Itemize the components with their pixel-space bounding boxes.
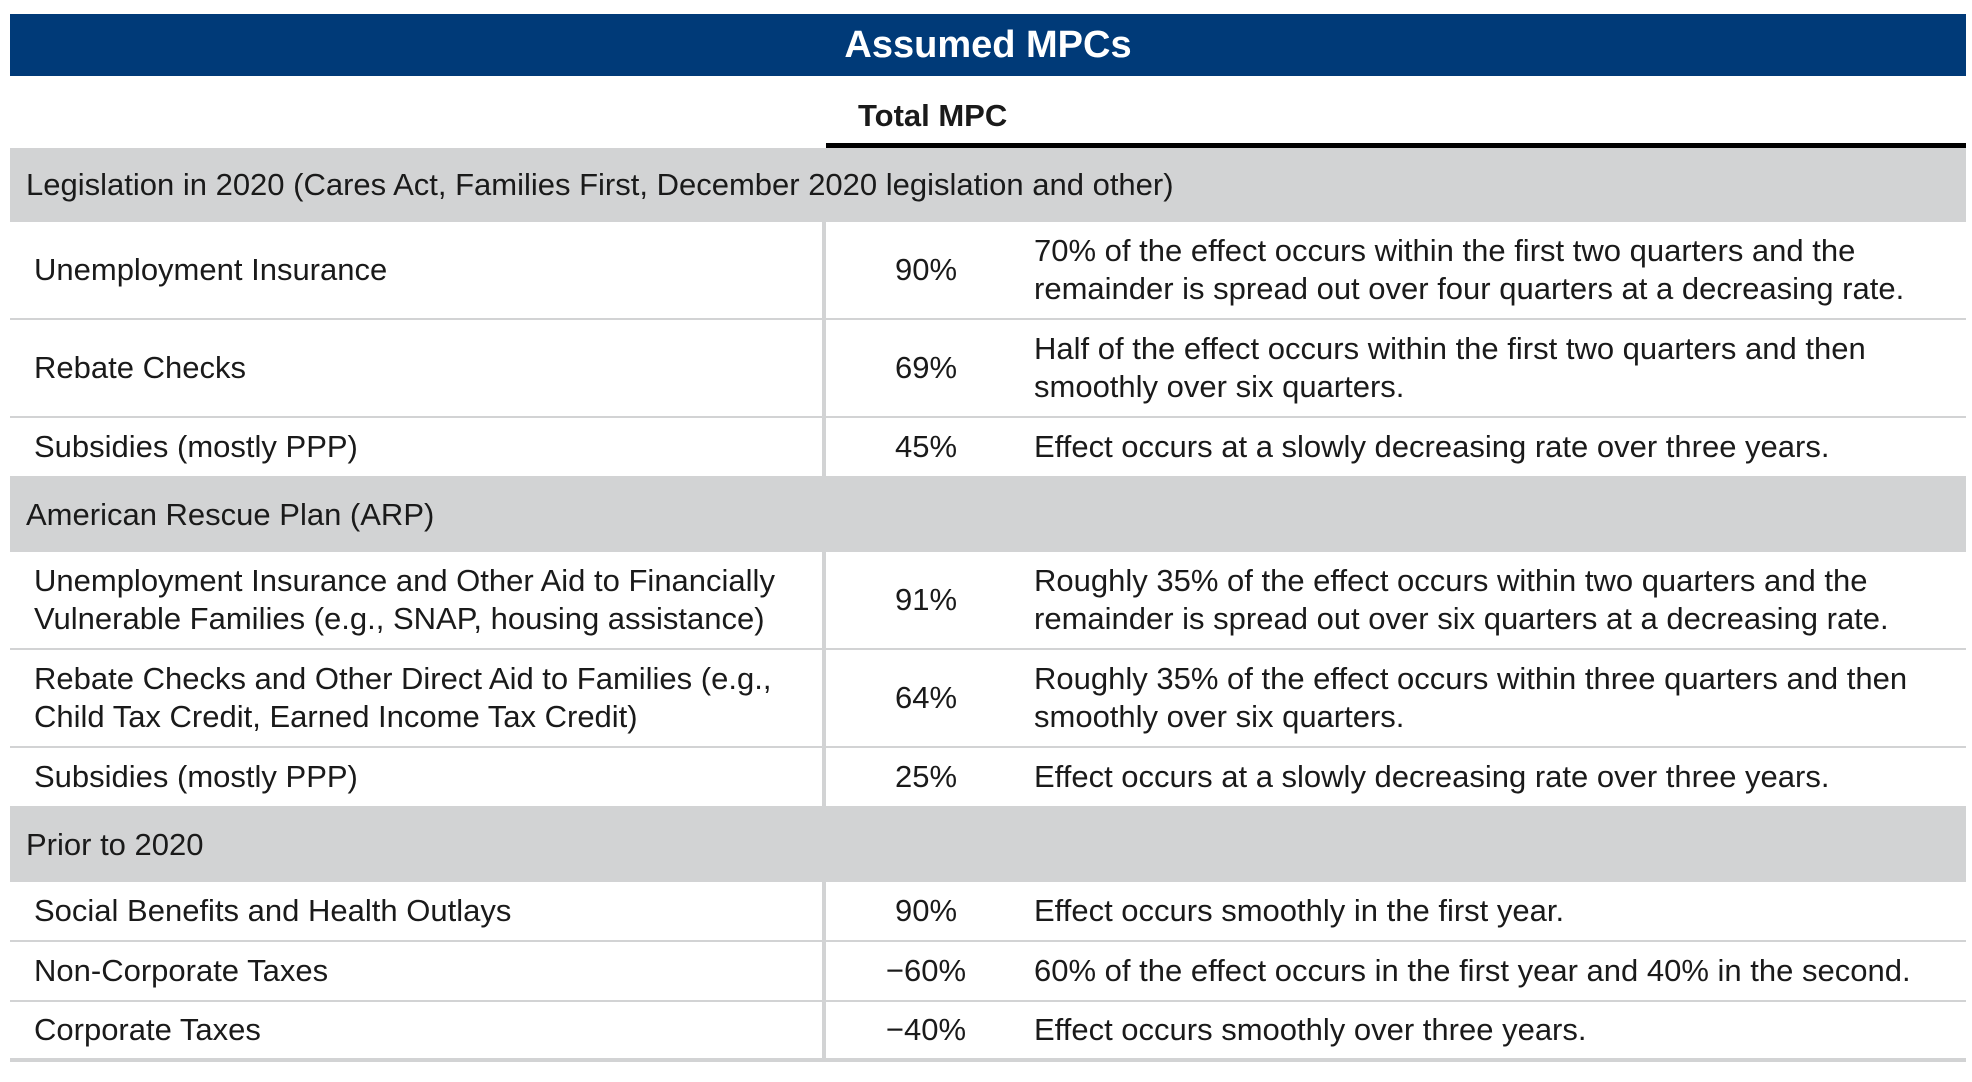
row-label: Rebate Checks	[10, 320, 826, 416]
section-heading-arp: American Rescue Plan (ARP)	[10, 478, 1966, 552]
row-mpc: 90%	[894, 893, 958, 928]
section-heading-2020: Legislation in 2020 (Cares Act, Families…	[10, 148, 1966, 222]
row-mpc: −40%	[885, 1012, 967, 1047]
row-description: Roughly 35% of the effect occurs within …	[1034, 661, 1908, 734]
row-description: 70% of the effect occurs within the firs…	[1034, 233, 1905, 306]
row-label: Non-Corporate Taxes	[10, 942, 826, 1000]
row-label: Subsidies (mostly PPP)	[10, 748, 826, 806]
row-label: Corporate Taxes	[10, 1002, 826, 1058]
total-mpc-header: Total MPC	[826, 76, 1966, 148]
row-label: Subsidies (mostly PPP)	[10, 418, 826, 476]
row-mpc: 90%	[894, 252, 958, 287]
row-mpc: 45%	[894, 429, 958, 464]
row-description: 60% of the effect occurs in the first ye…	[1034, 953, 1911, 988]
row-mpc: 69%	[894, 350, 958, 385]
column-header-row: Total MPC	[10, 76, 1966, 148]
table-title: Assumed MPCs	[10, 14, 1966, 76]
table-row: Subsidies (mostly PPP) 25% Effect occurs…	[10, 748, 1966, 808]
row-description: Half of the effect occurs within the fir…	[1034, 331, 1866, 404]
table-row: Unemployment Insurance and Other Aid to …	[10, 552, 1966, 650]
table-row: Rebate Checks 69% Half of the effect occ…	[10, 320, 1966, 418]
table-row: Social Benefits and Health Outlays 90% E…	[10, 882, 1966, 942]
row-description: Roughly 35% of the effect occurs within …	[1034, 563, 1889, 636]
row-description: Effect occurs at a slowly decreasing rat…	[1034, 429, 1830, 464]
table-row: Non-Corporate Taxes −60% 60% of the effe…	[10, 942, 1966, 1002]
table-row: Subsidies (mostly PPP) 45% Effect occurs…	[10, 418, 1966, 478]
row-description: Effect occurs smoothly over three years.	[1034, 1012, 1587, 1047]
mpc-table: Assumed MPCs Total MPC Legislation in 20…	[10, 14, 1966, 1062]
total-mpc-label: Total MPC	[858, 98, 1008, 133]
section-heading-prior-2020: Prior to 2020	[10, 808, 1966, 882]
row-mpc: 25%	[894, 759, 958, 794]
table-row: Rebate Checks and Other Direct Aid to Fa…	[10, 650, 1966, 748]
table-row: Unemployment Insurance 90% 70% of the ef…	[10, 222, 1966, 320]
row-label: Social Benefits and Health Outlays	[10, 882, 826, 940]
row-mpc: 64%	[894, 680, 958, 715]
row-label: Unemployment Insurance and Other Aid to …	[10, 552, 826, 648]
row-label: Rebate Checks and Other Direct Aid to Fa…	[10, 650, 826, 746]
row-description: Effect occurs smoothly in the first year…	[1034, 893, 1565, 928]
row-mpc: 91%	[894, 582, 958, 617]
row-mpc: −60%	[885, 953, 967, 988]
row-description: Effect occurs at a slowly decreasing rat…	[1034, 759, 1830, 794]
row-label: Unemployment Insurance	[10, 222, 826, 318]
table-row: Corporate Taxes −40% Effect occurs smoot…	[10, 1002, 1966, 1062]
